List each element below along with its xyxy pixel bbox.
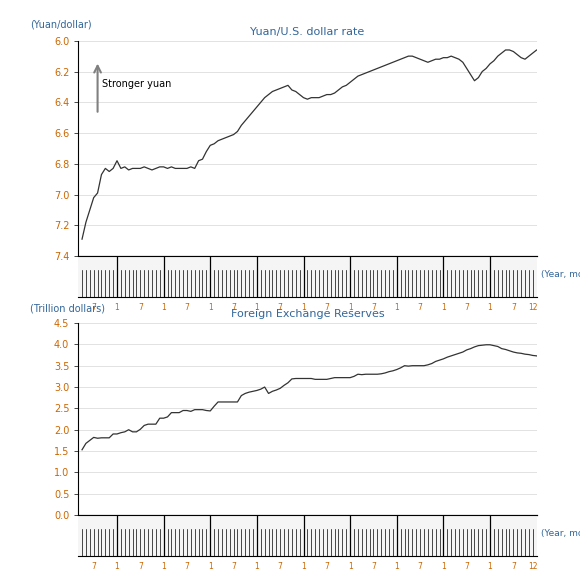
Text: 1: 1	[394, 303, 399, 312]
Text: 7: 7	[464, 303, 469, 312]
Text: 2015: 2015	[454, 343, 479, 354]
Text: 1: 1	[348, 303, 353, 312]
Text: 7: 7	[418, 303, 422, 312]
Text: 1: 1	[394, 562, 399, 571]
Text: 7: 7	[324, 303, 329, 312]
Text: 1: 1	[488, 303, 492, 312]
Text: 1: 1	[488, 562, 492, 571]
Text: 1: 1	[115, 562, 119, 571]
Text: 7: 7	[278, 562, 282, 571]
Text: 7: 7	[184, 303, 190, 312]
Text: 7: 7	[371, 562, 376, 571]
Text: 7: 7	[91, 562, 96, 571]
Title: Foreign Exchange Reserves: Foreign Exchange Reserves	[231, 310, 384, 320]
Text: 2008: 2008	[128, 343, 153, 354]
Text: 7: 7	[138, 562, 143, 571]
Text: Stronger yuan: Stronger yuan	[102, 79, 172, 89]
Text: 7: 7	[511, 562, 516, 571]
Text: 1: 1	[115, 303, 119, 312]
Text: 1: 1	[301, 303, 306, 312]
Text: 1: 1	[441, 303, 446, 312]
Text: 1: 1	[348, 562, 353, 571]
Text: 2012: 2012	[314, 343, 339, 354]
Text: 12: 12	[528, 303, 538, 312]
Text: 2014: 2014	[408, 343, 433, 354]
Text: 1: 1	[208, 562, 213, 571]
Text: 1: 1	[161, 303, 166, 312]
Text: 12: 12	[528, 562, 538, 571]
Text: (Year, month): (Year, month)	[541, 529, 580, 538]
Text: 7: 7	[278, 303, 282, 312]
Text: (Year, month): (Year, month)	[541, 270, 580, 279]
Text: 2011: 2011	[268, 343, 292, 354]
Text: 7: 7	[184, 562, 190, 571]
Title: Yuan/U.S. dollar rate: Yuan/U.S. dollar rate	[251, 27, 364, 37]
Text: 1: 1	[208, 303, 213, 312]
Text: 7: 7	[464, 562, 469, 571]
Text: 7: 7	[371, 303, 376, 312]
Text: 7: 7	[231, 303, 236, 312]
Text: (Yuan/dollar): (Yuan/dollar)	[30, 20, 92, 30]
Text: 1: 1	[255, 562, 259, 571]
Text: 7: 7	[231, 562, 236, 571]
Text: 7: 7	[418, 562, 422, 571]
Text: 2010: 2010	[221, 343, 246, 354]
Text: 7: 7	[138, 303, 143, 312]
Text: 2013: 2013	[361, 343, 386, 354]
Text: 7: 7	[511, 303, 516, 312]
Text: 1: 1	[441, 562, 446, 571]
Text: 7: 7	[91, 303, 96, 312]
Text: 7: 7	[324, 562, 329, 571]
Text: 1: 1	[255, 303, 259, 312]
Text: (Trillion dollars): (Trillion dollars)	[30, 303, 105, 313]
Text: 2009: 2009	[175, 343, 200, 354]
Text: 1: 1	[161, 562, 166, 571]
Text: 1: 1	[301, 562, 306, 571]
Text: 2016: 2016	[501, 343, 525, 354]
